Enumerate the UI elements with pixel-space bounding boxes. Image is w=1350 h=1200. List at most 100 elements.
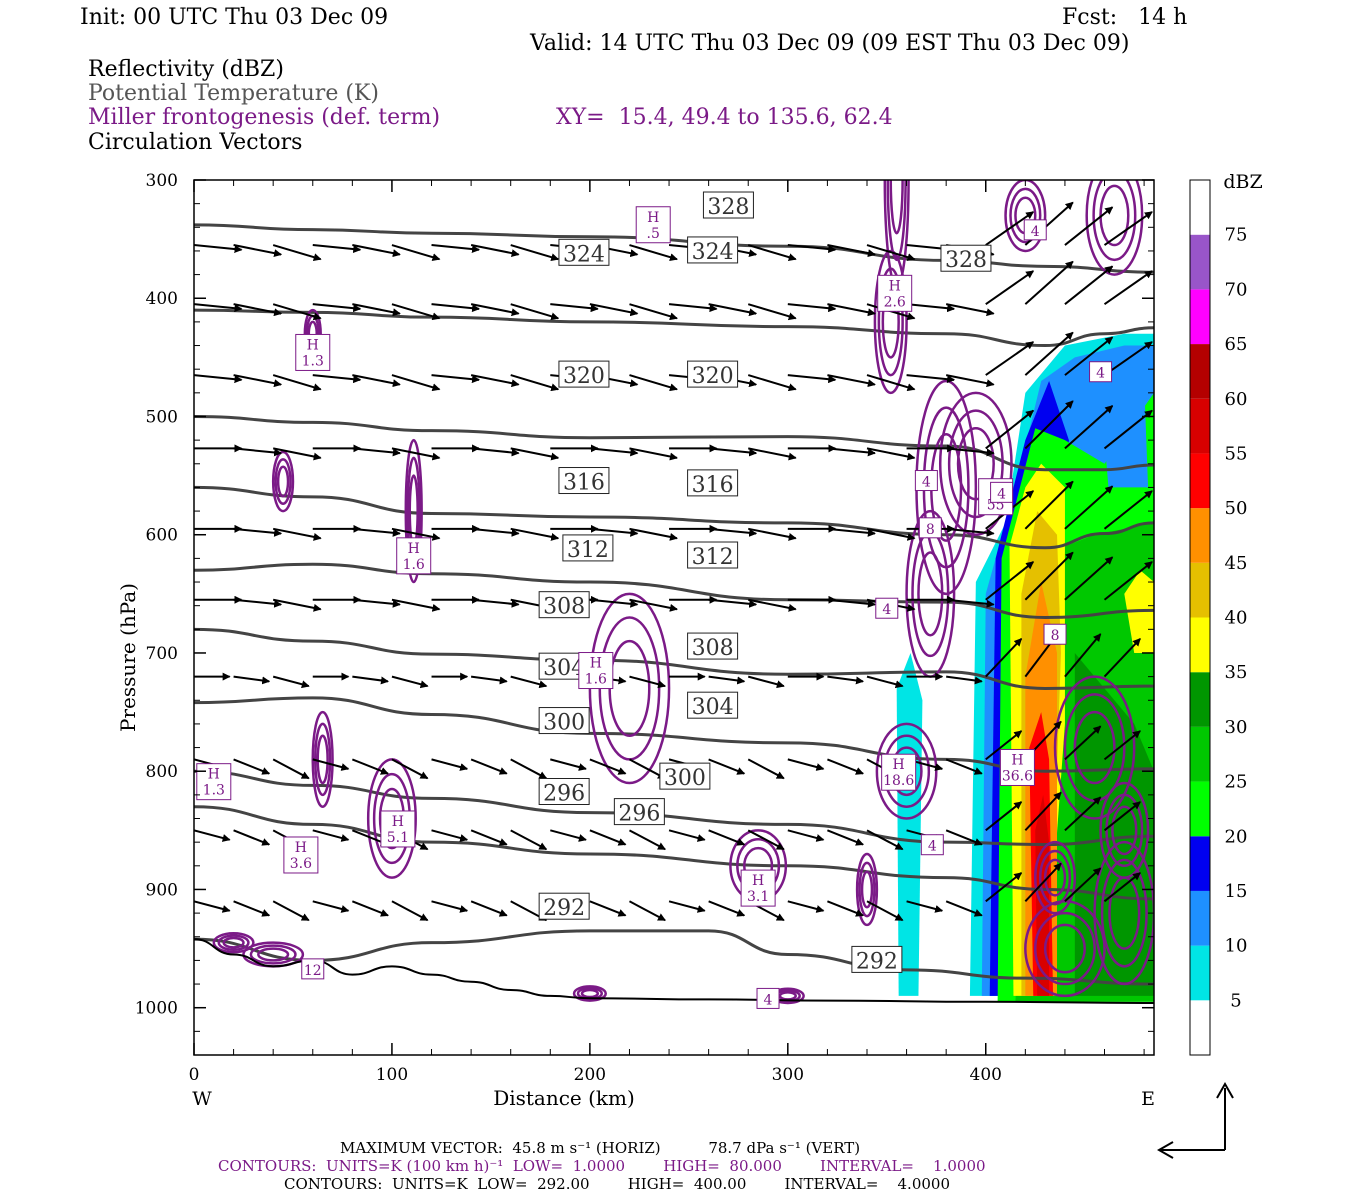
frontogenesis-contour <box>1099 184 1130 247</box>
circulation-vector <box>985 872 1023 903</box>
frontogenesis-contour <box>271 450 295 513</box>
x-tick-label: 100 <box>376 1065 408 1085</box>
circulation-vector <box>550 303 599 313</box>
frontogenesis-contour-label: 4 <box>764 992 773 1008</box>
theta-label: 328 <box>707 195 749 220</box>
colorbar-swatch <box>1190 234 1210 290</box>
circulation-vector <box>708 527 758 537</box>
circulation-vector <box>470 244 520 258</box>
theta-contour-296 <box>194 805 1154 901</box>
circulation-vector <box>233 527 283 537</box>
colorbar-tick-label: 50 <box>1225 498 1248 519</box>
circulation-vector <box>985 341 1035 376</box>
frontogenesis-max-h: H <box>408 541 420 557</box>
frontogenesis-contour <box>858 861 876 918</box>
colorbar-tick-label: 25 <box>1225 772 1248 793</box>
theta-contour-312 <box>194 562 1154 620</box>
colorbar-swatch <box>1190 180 1210 235</box>
colorbar-tick-label: 20 <box>1225 826 1248 847</box>
y-tick-label: 300 <box>146 171 178 191</box>
terrain-line <box>193 938 1155 1004</box>
theta-label: 320 <box>563 364 605 389</box>
circulation-vector <box>708 675 746 685</box>
frontogenesis-contour <box>1085 180 1144 276</box>
circulation-vector <box>827 598 876 608</box>
colorbar-swatch <box>1190 617 1210 673</box>
field-theta: Potential Temperature (K) <box>88 81 379 106</box>
colorbar-swatch <box>1190 562 1210 618</box>
frontogenesis-max-box <box>881 753 917 791</box>
frontogenesis-max-box <box>635 206 671 244</box>
circulation-vector <box>906 303 956 313</box>
frontogenesis-contour <box>956 427 995 501</box>
frontogenesis-contour <box>408 474 419 548</box>
circulation-vector <box>194 244 243 254</box>
circulation-vector <box>589 829 627 846</box>
colorbar-tick-label: 10 <box>1225 936 1248 957</box>
circulation-vector <box>550 829 587 842</box>
circulation-vector <box>628 758 666 780</box>
circulation-vector <box>233 447 283 457</box>
frontogenesis-contour <box>1105 793 1144 868</box>
forecast-hour: Fcst: 14 h <box>1062 5 1188 30</box>
theta-label: 308 <box>692 636 734 661</box>
colorbar-tick-label: 5 <box>1230 990 1241 1011</box>
theta-contour-308 <box>194 627 1154 690</box>
axes: 300 400 500 600 700 800 900 1000 0 100 200 300 400 Di… <box>116 171 1155 1110</box>
circulation-vector <box>272 598 322 612</box>
x-tick-label: 200 <box>574 1065 606 1085</box>
circulation-vector <box>827 374 876 388</box>
theta-label-box <box>538 591 590 619</box>
circulation-vector <box>906 900 944 913</box>
frontogenesis-max-value: 1.6 <box>403 557 425 573</box>
circulation-vector <box>510 374 560 392</box>
circulation-vector <box>1024 551 1074 601</box>
init-time: Init: 00 UTC Thu 03 Dec 09 <box>80 5 389 30</box>
plot-frame <box>193 179 1155 1056</box>
circulation-vector <box>391 900 429 922</box>
theta-label: 320 <box>692 364 734 389</box>
circulation-vector <box>1064 633 1102 678</box>
circulation-vector <box>391 527 441 541</box>
circulation-vector <box>629 598 678 612</box>
theta-label-box <box>538 778 590 805</box>
circulation-vector <box>985 561 1035 601</box>
circulation-vector <box>272 303 322 321</box>
circulation-vector <box>233 374 283 388</box>
frontogenesis-max-value: 3.6 <box>290 856 312 872</box>
frontogenesis-contour-label: 4 <box>1031 224 1040 240</box>
frontogenesis-max-h: H <box>1011 752 1023 768</box>
circulation-vector <box>866 900 904 922</box>
frontogenesis-contour <box>873 249 908 395</box>
colorbar-tick-label: 40 <box>1225 608 1248 629</box>
circulation-vector <box>906 374 956 384</box>
theta-label: 296 <box>618 802 660 827</box>
circulation-vector <box>1064 796 1102 832</box>
west-label: W <box>192 1088 212 1110</box>
frontogenesis-contour <box>1053 675 1136 820</box>
y-tick-label: 600 <box>146 526 178 546</box>
theta-contour-320 <box>194 414 1154 472</box>
field-reflectivity: Reflectivity (dBZ) <box>88 57 284 82</box>
circulation-vector <box>351 900 389 917</box>
x-tick-label: 300 <box>772 1065 804 1085</box>
frontogenesis-max-box <box>877 274 913 312</box>
colorbar-tick-label: 60 <box>1225 389 1248 410</box>
y-tick-label: 700 <box>146 644 178 664</box>
circulation-vector <box>391 758 429 780</box>
frontogenesis-max-h: H <box>893 757 905 773</box>
circulation-vector <box>312 244 362 254</box>
circulation-vector <box>748 447 797 461</box>
colorbar-swatch <box>1190 781 1210 837</box>
circulation-vector <box>431 829 469 842</box>
circulation-vector <box>1064 265 1114 305</box>
circulation-vector <box>668 829 706 842</box>
theta-label: 292 <box>543 896 585 921</box>
circulation-vector <box>233 758 271 775</box>
circulation-vector <box>1024 791 1062 832</box>
circulation-vector <box>985 801 1023 832</box>
circulation-vector <box>510 829 548 851</box>
east-label: E <box>1141 1088 1155 1110</box>
theta-label-box <box>538 892 590 920</box>
circulation-vector <box>431 303 481 313</box>
